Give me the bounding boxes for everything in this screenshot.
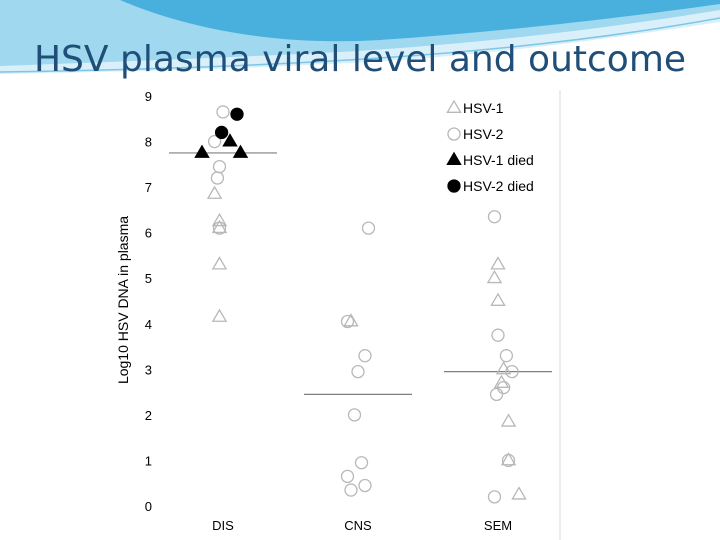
data-point <box>211 256 228 270</box>
y-tick-label: 0 <box>145 499 152 514</box>
data-point <box>210 171 225 185</box>
x-category-label: CNS <box>344 518 372 533</box>
data-point <box>487 210 502 224</box>
legend-marker <box>447 179 461 193</box>
data-point <box>499 349 514 363</box>
chart-background <box>108 90 564 540</box>
data-point <box>500 413 517 427</box>
header-wave-line <box>0 17 720 73</box>
y-tick-label: 6 <box>145 226 152 241</box>
data-point <box>344 483 358 497</box>
legend: HSV-1 HSV-2 HSV-1 died HSV-2 died <box>446 99 534 194</box>
data-point <box>500 452 517 466</box>
data-point <box>490 256 506 270</box>
legend-marker <box>446 99 462 113</box>
data-point <box>491 328 505 342</box>
data-point <box>505 364 519 379</box>
y-tick-label: 9 <box>145 90 152 104</box>
data-point <box>230 107 244 121</box>
data-point <box>206 185 223 199</box>
data-point <box>212 221 227 235</box>
data-points <box>194 105 527 504</box>
data-point <box>216 105 230 119</box>
data-point <box>354 456 369 470</box>
y-axis-title: Log10 HSV DNA in plasma <box>115 216 131 384</box>
data-point <box>361 221 376 235</box>
data-point <box>347 408 362 422</box>
legend-label: HSV-2 <box>463 126 504 142</box>
legend-label: HSV-2 died <box>463 178 534 194</box>
legend-label: HSV-1 died <box>463 152 534 168</box>
legend-marker <box>446 151 462 165</box>
data-point <box>340 314 355 329</box>
y-tick-label: 2 <box>145 408 152 423</box>
y-tick-label: 1 <box>145 453 152 468</box>
y-tick-label: 5 <box>145 271 152 286</box>
data-point <box>207 134 222 149</box>
legend-label: HSV-1 <box>463 100 504 116</box>
data-point <box>511 486 527 500</box>
data-point <box>501 453 516 468</box>
data-point <box>487 490 502 504</box>
y-tick-label: 4 <box>145 317 152 332</box>
legend-marker <box>447 127 461 141</box>
chart-panel: Log10 HSV DNA in plasma 0 1 2 3 4 5 6 7 8 9 DIS CN… <box>108 90 564 540</box>
y-tick-label: 3 <box>145 362 152 377</box>
y-axis-ticks: 0 1 2 3 4 5 6 7 8 9 <box>145 90 152 514</box>
data-point <box>496 380 511 395</box>
data-point <box>194 144 210 158</box>
data-point <box>222 133 238 147</box>
slide-title: HSV plasma viral level and outcome <box>33 39 687 80</box>
data-point <box>358 478 372 493</box>
x-axis-categories: DIS CNS SEM <box>212 518 512 533</box>
data-point <box>232 144 249 158</box>
data-point <box>486 269 503 284</box>
data-point <box>351 364 365 379</box>
y-tick-label: 7 <box>145 180 152 195</box>
data-point <box>214 125 229 140</box>
x-category-label: DIS <box>212 518 234 533</box>
data-point <box>340 469 355 484</box>
data-point <box>358 349 372 363</box>
data-point <box>211 212 228 227</box>
header-wave-dark <box>120 0 720 42</box>
data-point <box>211 308 228 322</box>
data-point <box>489 387 504 402</box>
x-category-label: SEM <box>484 518 512 533</box>
data-point <box>211 219 228 234</box>
data-point <box>490 292 506 306</box>
y-tick-label: 8 <box>145 135 152 150</box>
chart: Log10 HSV DNA in plasma 0 1 2 3 4 5 6 7 8 9 DIS CN… <box>108 90 564 540</box>
